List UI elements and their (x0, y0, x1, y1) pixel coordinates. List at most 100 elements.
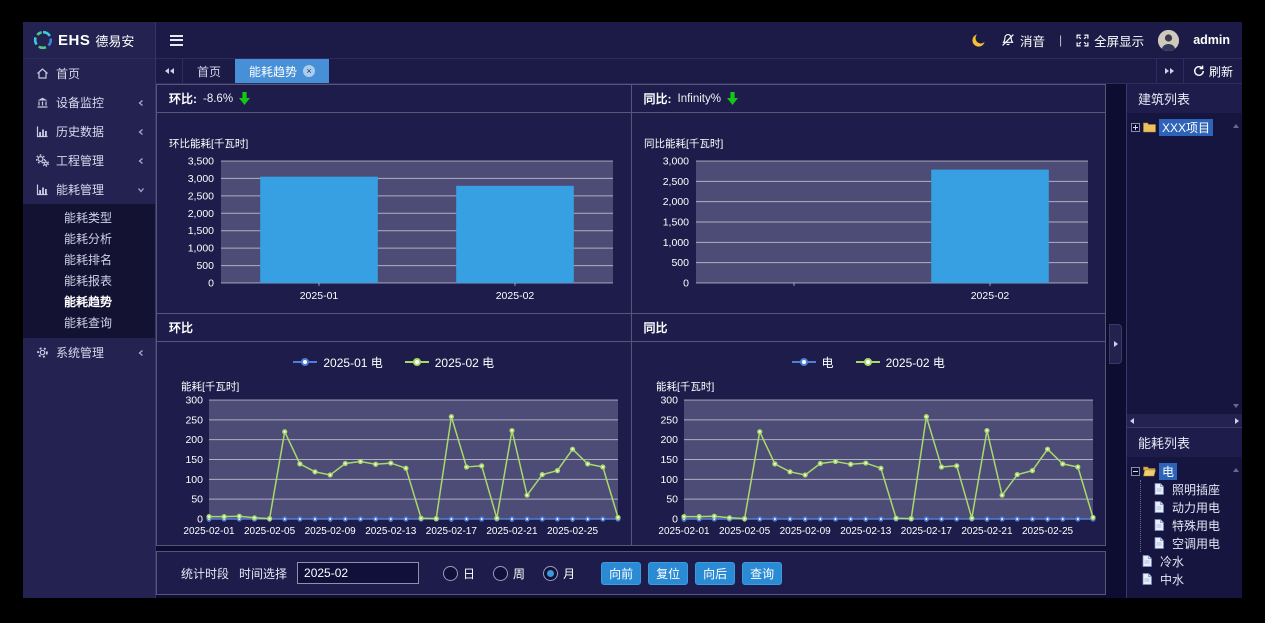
sidebar-item-label: 系统管理 (56, 346, 105, 360)
radio-日[interactable]: 日 (443, 565, 475, 582)
action-buttons: 向前 复位 向后 查询 (601, 561, 783, 585)
svg-text:2025-02: 2025-02 (970, 290, 1009, 302)
fullscreen-button[interactable]: 全屏显示 (1076, 31, 1144, 50)
tree-node-label: XXX项目 (1159, 118, 1214, 136)
svg-text:1,500: 1,500 (188, 225, 214, 237)
sidebar-item-能耗管理[interactable]: 能耗管理 (23, 175, 155, 204)
svg-text:0: 0 (208, 278, 214, 290)
theme-toggle[interactable] (971, 32, 987, 48)
scroll-left-icon[interactable] (1130, 417, 1134, 424)
huanbi-line-header: 环比 (157, 314, 631, 342)
hamburger-menu-icon[interactable] (170, 34, 183, 46)
tree-node-照明插座[interactable]: 照明插座 (1143, 480, 1240, 498)
buildings-tree-hscrollbar[interactable] (1127, 414, 1242, 427)
tree-node-XXX项目[interactable]: XXX项目 (1131, 118, 1240, 136)
sidebar-subitem-能耗分析[interactable]: 能耗分析 (64, 232, 113, 246)
tab-能耗趋势[interactable]: 能耗趋势 × (235, 59, 330, 83)
tree-node-中水[interactable]: 中水 (1131, 570, 1240, 588)
chevron-left-icon (138, 349, 143, 356)
legend-dot (412, 358, 421, 366)
tree-node-冷水[interactable]: 冷水 (1131, 552, 1240, 570)
legend-dot (863, 358, 872, 366)
radio-周[interactable]: 周 (493, 565, 525, 582)
svg-text:2025-02-25: 2025-02-25 (1021, 526, 1073, 537)
svg-text:50: 50 (666, 494, 678, 506)
svg-text:2,500: 2,500 (188, 190, 214, 202)
tree-node-label: 冷水 (1160, 554, 1185, 569)
sidebar-item-首页[interactable]: 首页 (23, 59, 155, 88)
tabs-scroll-right-button[interactable] (1155, 59, 1183, 83)
scroll-up-icon[interactable] (1233, 461, 1239, 475)
mute-label: 消音 (1020, 34, 1046, 49)
time-input[interactable] (297, 562, 420, 584)
sidebar-subitem-能耗趋势[interactable]: 能耗趋势 (64, 295, 113, 309)
sidebar-subitem-能耗类型[interactable]: 能耗类型 (64, 211, 113, 225)
avatar[interactable] (1158, 29, 1180, 51)
tree-node-label: 特殊用电 (1172, 518, 1221, 533)
energy-list-title: 能耗列表 (1127, 427, 1242, 457)
svg-text:1,500: 1,500 (662, 217, 688, 229)
tree-node-特殊用电[interactable]: 特殊用电 (1143, 516, 1240, 534)
svg-text:2,500: 2,500 (662, 176, 688, 188)
svg-text:150: 150 (185, 454, 203, 466)
tab-首页[interactable]: 首页 (183, 59, 235, 83)
radio-dot (543, 565, 559, 581)
expand-icon[interactable] (1131, 122, 1140, 132)
fullscreen-icon (1076, 34, 1089, 46)
tab-close-icon[interactable]: × (303, 65, 316, 77)
tree-node-空调用电[interactable]: 空调用电 (1143, 534, 1240, 552)
svg-text:2025-02-13: 2025-02-13 (840, 526, 892, 537)
splitter-collapse-handle[interactable] (1109, 324, 1122, 364)
legend-item-电[interactable]: 电 (791, 354, 834, 371)
svg-text:2025-02: 2025-02 (496, 290, 535, 302)
scroll-down-icon[interactable] (1233, 397, 1239, 411)
folder-open-icon (1143, 466, 1156, 477)
sidebar-menu: 首页 设备监控 历史数据 工程管理 能耗管理 能耗类型 能耗分析 能耗排名 能耗报表 能耗趋势 能耗… (23, 59, 155, 367)
svg-text:300: 300 (185, 395, 203, 407)
scroll-up-icon[interactable] (1233, 117, 1239, 131)
tab-label: 能耗趋势 (249, 64, 298, 79)
scroll-right-icon[interactable] (1235, 417, 1239, 424)
submenu-能耗管理: 能耗类型能耗分析能耗排名能耗报表能耗趋势能耗查询 (23, 204, 155, 338)
tree-node-动力用电[interactable]: 动力用电 (1143, 498, 1240, 516)
svg-text:500: 500 (671, 257, 689, 269)
legend-item-2025-02 电[interactable]: 2025-02 电 (404, 354, 495, 371)
gear-icon (37, 347, 48, 358)
tabs-scroll-left-button[interactable] (156, 59, 183, 83)
sidebar-item-工程管理[interactable]: 工程管理 (23, 146, 155, 175)
history-chart-icon (36, 126, 48, 138)
time-select-label: 时间选择 (239, 566, 288, 581)
button-复位[interactable]: 复位 (648, 561, 689, 585)
button-查询[interactable]: 查询 (742, 561, 783, 585)
content-area: 环比: -8.6% 0 500 1,000 1,500 2,000 2,500 3,000 3… (156, 84, 1242, 598)
legend-item-2025-01 电[interactable]: 2025-01 电 (293, 354, 383, 371)
bell-slash-icon (1002, 34, 1014, 46)
mute-button[interactable]: 消音 (1001, 31, 1045, 50)
radio-月[interactable]: 月 (543, 565, 575, 582)
sidebar-subitem-能耗查询[interactable]: 能耗查询 (64, 316, 113, 330)
button-向前[interactable]: 向前 (601, 561, 642, 585)
collapse-icon[interactable] (1131, 466, 1140, 476)
huanbi-summary-title: 环比: (169, 92, 197, 106)
username[interactable]: admin (1193, 33, 1230, 47)
button-向后[interactable]: 向后 (695, 561, 736, 585)
green-down-arrow-icon (726, 92, 738, 105)
brand-ehs: EHS (58, 31, 91, 49)
sidebar-item-设备监控[interactable]: 设备监控 (23, 88, 155, 117)
legend-label: 2025-02 电 (434, 355, 495, 370)
svg-text:2025-01: 2025-01 (300, 290, 339, 302)
top-header: 消音 | 全屏显示 admin (156, 22, 1242, 59)
chevron-left-icon (138, 99, 143, 106)
svg-text:2025-02-05: 2025-02-05 (719, 526, 771, 537)
sidebar-item-历史数据[interactable]: 历史数据 (23, 117, 155, 146)
refresh-button[interactable]: 刷新 (1182, 59, 1242, 83)
sidebar-item-系统管理[interactable]: 系统管理 (23, 338, 155, 367)
svg-text:2025-02-05: 2025-02-05 (244, 526, 296, 537)
svg-text:2025-02-01: 2025-02-01 (183, 526, 235, 537)
legend-item-2025-02 电[interactable]: 2025-02 电 (855, 354, 945, 371)
radio-label: 月 (563, 566, 576, 581)
sidebar-subitem-能耗排名[interactable]: 能耗排名 (64, 253, 113, 267)
svg-text:2,000: 2,000 (662, 196, 688, 208)
tree-node-电[interactable]: 电 (1131, 462, 1240, 480)
sidebar-subitem-能耗报表[interactable]: 能耗报表 (64, 274, 113, 288)
